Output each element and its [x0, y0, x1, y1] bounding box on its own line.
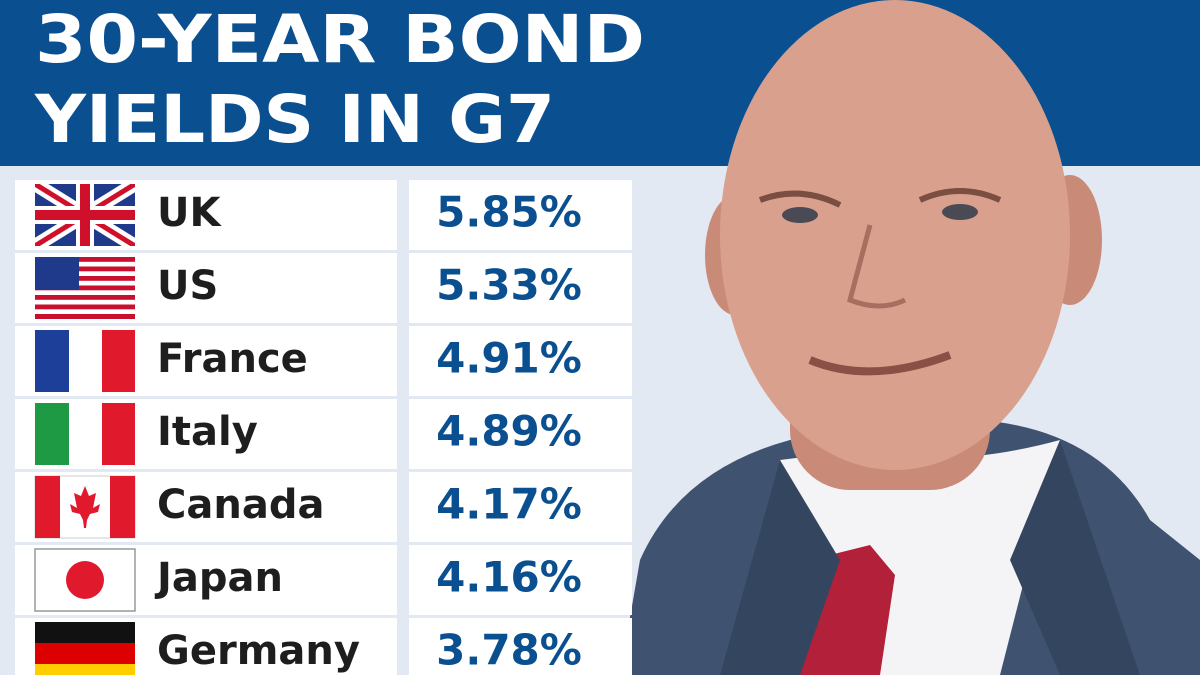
yield: 4.16% [436, 553, 582, 602]
country: France [157, 336, 308, 382]
country: Japan [154, 555, 283, 601]
flag-uk [35, 184, 135, 246]
yield: 4.17% [436, 480, 582, 529]
flag-canada [34, 475, 136, 539]
table: UK 5.85% US 5.33% France 4.91% Italy 4.8… [15, 180, 632, 675]
flag-us [35, 257, 135, 319]
yield: 3.78% [436, 626, 582, 675]
yield: 5.85% [436, 188, 582, 237]
flag-japan [34, 548, 136, 612]
title-line: 30-YEAR BOND [35, 1, 645, 78]
yield: 4.89% [436, 407, 582, 456]
country: Canada [157, 482, 324, 528]
row-cells [15, 180, 632, 675]
yield: 4.91% [436, 334, 582, 383]
country: US [157, 263, 218, 309]
country: Germany [157, 628, 360, 674]
flag-italy [35, 403, 135, 465]
photo [620, 0, 1200, 675]
yield: 5.33% [436, 261, 582, 310]
flag-france [35, 330, 135, 392]
title-line: YIELDS IN G7 [34, 81, 555, 158]
flag-germany [35, 622, 135, 675]
country: UK [157, 190, 222, 236]
country: Italy [157, 409, 258, 455]
